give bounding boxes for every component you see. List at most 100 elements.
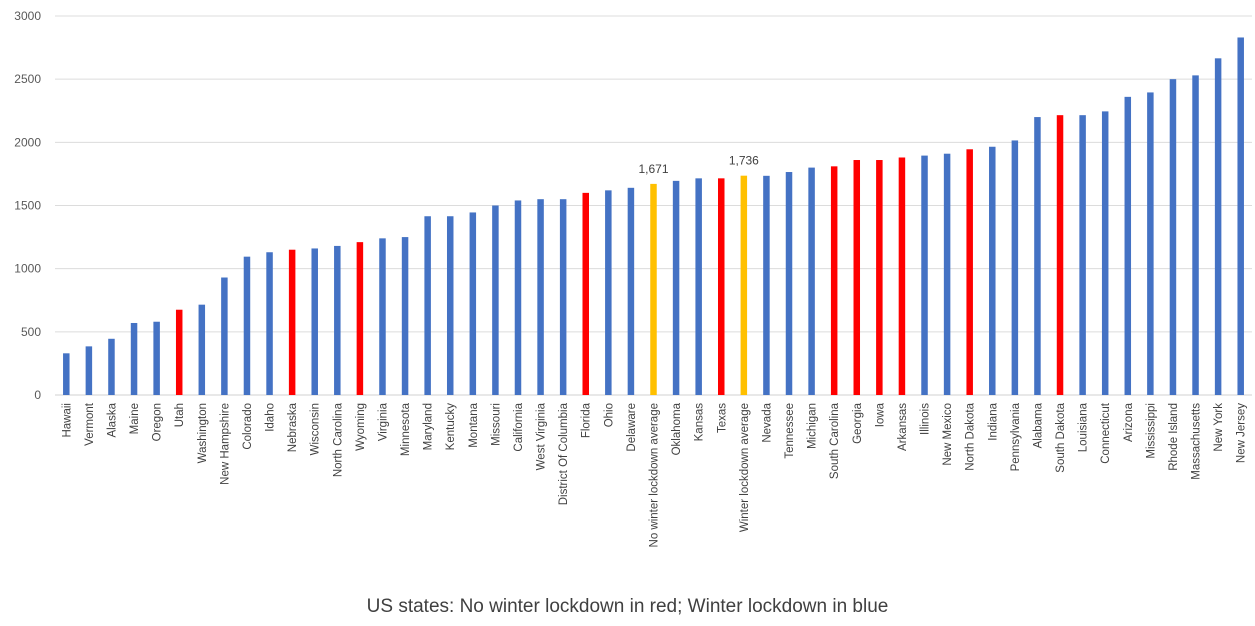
x-tick-label: Winter lockdown average xyxy=(739,403,751,532)
y-tick-label: 2500 xyxy=(14,72,41,86)
x-tick-label: Georgia xyxy=(852,402,864,444)
bar xyxy=(898,157,906,395)
bar xyxy=(1056,115,1064,396)
x-tick-label: Connecticut xyxy=(1100,402,1112,464)
bar xyxy=(153,321,160,395)
bar xyxy=(379,238,386,395)
x-tick-label: Oregon xyxy=(152,403,164,441)
x-tick-label: Florida xyxy=(581,402,593,438)
x-tick-label: Nevada xyxy=(761,402,773,442)
x-tick-label: Pennsylvania xyxy=(1010,402,1022,471)
x-tick-label: Arkansas xyxy=(897,403,909,451)
y-axis: 0 500 1000 1500 2000 2500 3000 xyxy=(14,9,41,402)
x-tick-label: Ohio xyxy=(603,403,615,427)
bar xyxy=(627,187,635,395)
bar xyxy=(582,192,589,395)
x-tick-label: Wyoming xyxy=(355,403,367,451)
bar xyxy=(921,155,928,395)
bar xyxy=(108,338,115,395)
bar xyxy=(1101,111,1109,396)
bar xyxy=(311,248,318,395)
bar xyxy=(989,146,996,395)
bar xyxy=(740,175,748,395)
bar xyxy=(469,212,477,395)
bar xyxy=(785,172,793,395)
y-tick-label: 1000 xyxy=(14,262,41,276)
data-labels: 1,671 1,736 xyxy=(638,154,759,176)
bar xyxy=(356,242,364,395)
x-tick-label: Maryland xyxy=(423,403,435,450)
bar xyxy=(514,200,522,395)
bar xyxy=(695,178,702,395)
bar xyxy=(537,199,544,395)
x-tick-label: No winter lockdown average xyxy=(649,403,661,547)
x-tick-label: Alaska xyxy=(106,402,118,437)
bar xyxy=(763,175,770,395)
x-tick-label: Minnesota xyxy=(400,402,412,456)
x-tick-label: Vermont xyxy=(84,402,96,446)
bar xyxy=(559,199,567,395)
x-tick-label: New Hampshire xyxy=(219,403,231,485)
bar xyxy=(1169,79,1177,396)
x-tick-label: Louisiana xyxy=(1078,402,1090,452)
bar xyxy=(1034,117,1041,396)
bar xyxy=(876,160,883,395)
x-tick-label: Mississippi xyxy=(1145,403,1157,459)
x-tick-label: North Carolina xyxy=(332,402,344,477)
x-tick-label: Colorado xyxy=(242,403,254,450)
bar xyxy=(198,304,206,395)
bar xyxy=(1011,140,1019,395)
x-tick-label: Utah xyxy=(174,403,186,427)
x-tick-label: Maine xyxy=(129,403,141,434)
bar xyxy=(492,205,499,395)
bar xyxy=(130,322,138,395)
x-tick-label: Kentucky xyxy=(445,403,457,451)
x-tick-label: Idaho xyxy=(265,403,277,432)
x-tick-label: Texas xyxy=(716,403,728,433)
bar xyxy=(650,183,657,395)
x-tick-label: West Virginia xyxy=(536,402,548,470)
y-tick-label: 1500 xyxy=(14,199,41,213)
bar xyxy=(1237,37,1244,396)
bar xyxy=(334,245,341,395)
x-tick-label: Michigan xyxy=(807,403,819,449)
x-tick-label: Iowa xyxy=(874,402,886,427)
bar xyxy=(446,216,454,395)
x-tick-label: Rhode Island xyxy=(1168,403,1180,471)
bar xyxy=(808,167,815,395)
x-tick-label: Hawaii xyxy=(61,403,73,438)
x-tick-label: Missouri xyxy=(490,403,502,446)
bar xyxy=(1079,115,1086,396)
bar xyxy=(175,309,183,395)
x-tick-label: North Dakota xyxy=(965,402,977,470)
x-axis: Hawaii Vermont Alaska Maine Oregon Utah Washin… xyxy=(61,402,1247,547)
x-tick-label: Arizona xyxy=(1123,402,1135,442)
x-tick-label: South Dakota xyxy=(1055,402,1067,472)
bar xyxy=(1214,58,1222,396)
bar xyxy=(830,166,838,395)
y-tick-label: 3000 xyxy=(14,9,41,23)
x-tick-label: Illinois xyxy=(920,403,932,435)
bar xyxy=(943,153,951,395)
x-tick-label: Delaware xyxy=(626,403,638,452)
x-tick-label: New Mexico xyxy=(942,403,954,466)
x-tick-label: New Jersey xyxy=(1236,403,1248,463)
x-tick-label: Tennessee xyxy=(784,403,796,459)
chart-caption: US states: No winter lockdown in red; Wi… xyxy=(366,596,889,617)
bar-chart: 0 500 1000 1500 2000 2500 3000 1,671 1,736 Hawa… xyxy=(14,9,1252,547)
bar xyxy=(605,190,612,395)
x-tick-label: District Of Columbia xyxy=(558,402,570,505)
bar xyxy=(672,180,680,395)
data-label: 1,736 xyxy=(729,154,759,168)
bar xyxy=(853,160,861,395)
bar xyxy=(1147,92,1154,395)
y-tick-label: 2000 xyxy=(14,135,41,149)
bar xyxy=(63,353,70,395)
x-tick-label: Montana xyxy=(468,402,480,447)
bar xyxy=(718,178,725,395)
data-label: 1,671 xyxy=(638,162,668,176)
bar xyxy=(1192,75,1199,396)
x-tick-label: California xyxy=(513,402,525,451)
bar xyxy=(401,237,409,395)
x-tick-label: Indiana xyxy=(987,402,999,440)
